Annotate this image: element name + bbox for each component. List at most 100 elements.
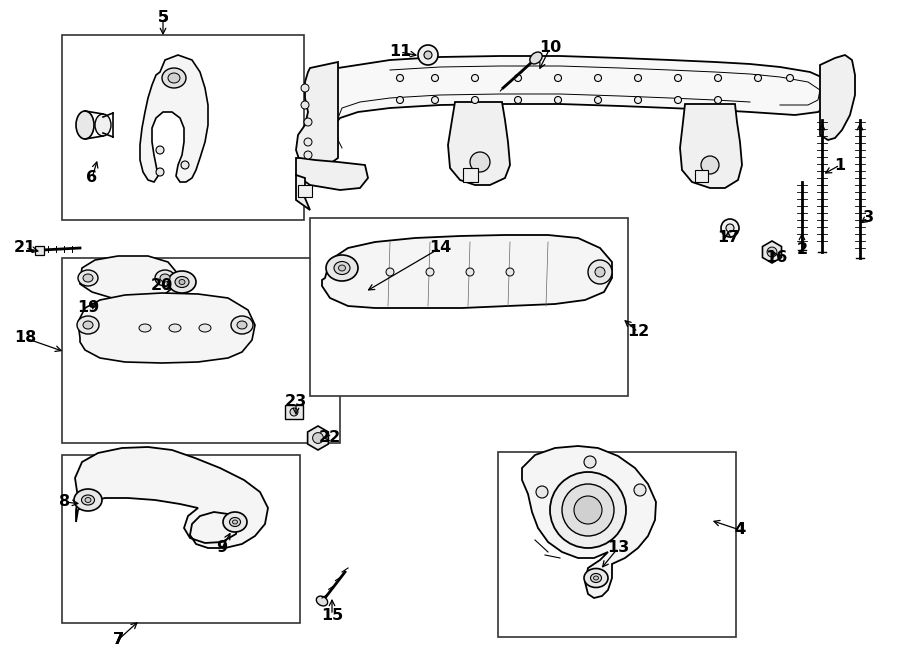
Polygon shape <box>308 426 328 450</box>
Ellipse shape <box>232 520 238 524</box>
Circle shape <box>715 75 722 81</box>
Text: 4: 4 <box>734 522 745 537</box>
Bar <box>62 35 304 220</box>
Ellipse shape <box>162 68 186 88</box>
Ellipse shape <box>85 498 91 502</box>
Circle shape <box>634 75 642 81</box>
Circle shape <box>715 97 722 104</box>
Bar <box>463 168 478 182</box>
Circle shape <box>470 152 490 172</box>
Ellipse shape <box>223 512 247 532</box>
Circle shape <box>466 268 474 276</box>
Ellipse shape <box>593 576 598 580</box>
Text: 15: 15 <box>321 607 343 623</box>
Ellipse shape <box>77 316 99 334</box>
Polygon shape <box>75 447 268 548</box>
Ellipse shape <box>168 271 196 293</box>
Circle shape <box>721 219 739 237</box>
Circle shape <box>787 75 794 81</box>
Circle shape <box>595 97 601 104</box>
Ellipse shape <box>169 324 181 332</box>
Text: 4: 4 <box>734 522 745 537</box>
Circle shape <box>674 75 681 81</box>
Circle shape <box>156 146 164 154</box>
Ellipse shape <box>83 321 93 329</box>
Ellipse shape <box>82 495 94 505</box>
Text: 7: 7 <box>112 633 123 648</box>
Polygon shape <box>296 62 338 168</box>
Bar <box>298 185 312 197</box>
Ellipse shape <box>179 280 185 284</box>
Circle shape <box>674 97 681 104</box>
Text: 6: 6 <box>86 171 97 186</box>
Circle shape <box>431 97 438 104</box>
Circle shape <box>304 118 312 126</box>
Ellipse shape <box>590 574 601 582</box>
Polygon shape <box>140 55 208 182</box>
Circle shape <box>304 151 312 159</box>
Polygon shape <box>322 235 612 308</box>
Text: 12: 12 <box>627 325 649 340</box>
Bar <box>35 246 44 255</box>
Ellipse shape <box>139 324 151 332</box>
Circle shape <box>515 97 521 104</box>
Circle shape <box>301 84 309 92</box>
Text: 5: 5 <box>158 11 168 26</box>
Circle shape <box>472 97 479 104</box>
Text: 16: 16 <box>765 251 788 266</box>
Text: 11: 11 <box>389 44 411 59</box>
Circle shape <box>595 267 605 277</box>
Text: 23: 23 <box>285 395 307 410</box>
Circle shape <box>301 101 309 109</box>
Polygon shape <box>322 56 830 152</box>
Text: 19: 19 <box>76 301 99 315</box>
Circle shape <box>386 268 394 276</box>
Circle shape <box>418 45 438 65</box>
Polygon shape <box>80 256 178 298</box>
Circle shape <box>574 496 602 524</box>
Circle shape <box>426 268 434 276</box>
Circle shape <box>554 75 562 81</box>
Text: 7: 7 <box>112 633 123 648</box>
Polygon shape <box>448 102 510 185</box>
Ellipse shape <box>316 596 328 606</box>
Polygon shape <box>762 241 781 263</box>
Text: 21: 21 <box>14 241 36 256</box>
Ellipse shape <box>78 270 98 286</box>
Circle shape <box>634 97 642 104</box>
Circle shape <box>515 75 521 81</box>
Circle shape <box>584 456 596 468</box>
Text: 1: 1 <box>834 157 846 173</box>
Circle shape <box>536 486 548 498</box>
Bar <box>310 218 628 396</box>
Circle shape <box>562 484 614 536</box>
Ellipse shape <box>76 111 94 139</box>
Text: 3: 3 <box>862 210 874 225</box>
Text: 17: 17 <box>717 231 739 245</box>
Polygon shape <box>296 158 368 190</box>
Polygon shape <box>78 293 255 363</box>
Circle shape <box>397 97 403 104</box>
Circle shape <box>304 138 312 146</box>
Ellipse shape <box>326 255 358 281</box>
Text: 5: 5 <box>158 11 168 26</box>
Bar <box>498 452 736 637</box>
Text: 18: 18 <box>14 330 36 346</box>
Circle shape <box>595 75 601 81</box>
Circle shape <box>588 260 612 284</box>
Polygon shape <box>522 446 656 598</box>
Ellipse shape <box>584 568 608 588</box>
Ellipse shape <box>231 316 253 334</box>
Circle shape <box>550 472 626 548</box>
Bar <box>62 258 340 443</box>
Circle shape <box>634 484 646 496</box>
Text: 14: 14 <box>429 241 451 256</box>
Ellipse shape <box>83 274 93 282</box>
Circle shape <box>726 224 734 232</box>
Bar <box>62 455 300 623</box>
Ellipse shape <box>175 276 189 288</box>
Text: 22: 22 <box>319 430 341 446</box>
Bar <box>695 170 708 182</box>
Ellipse shape <box>168 73 180 83</box>
Ellipse shape <box>338 265 346 271</box>
